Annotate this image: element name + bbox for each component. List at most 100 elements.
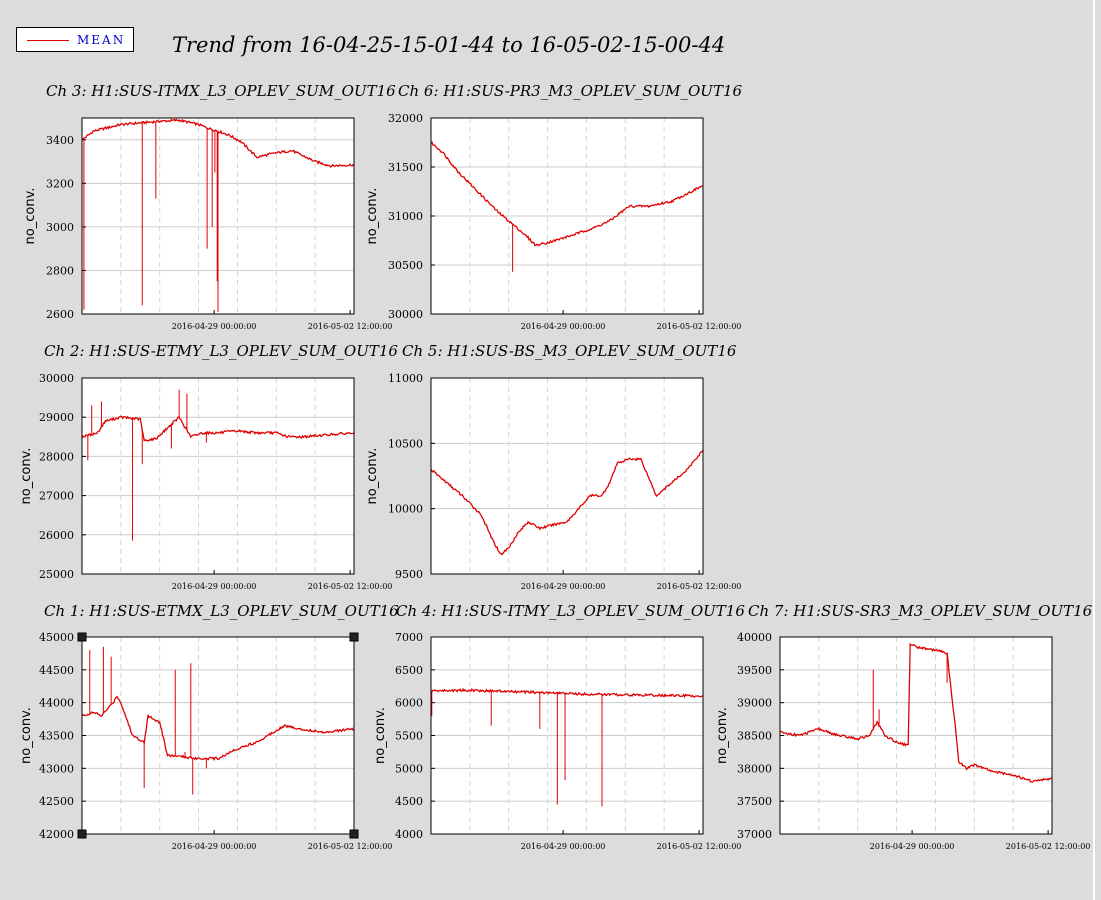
y-tick-label: 27000 xyxy=(39,490,74,503)
y-axis-label: no_conv. xyxy=(23,188,38,245)
y-tick-label: 28000 xyxy=(39,450,74,463)
plot-frame xyxy=(81,117,355,315)
chart-panel-2[interactable]: 30000 30500 31000 31500 32000 2016-04-29 00:0… xyxy=(365,82,742,331)
series-line-mean xyxy=(82,695,354,762)
plot-frame xyxy=(779,636,1053,835)
series-line-mean xyxy=(82,415,354,442)
chart-panel-5[interactable]: 42000 42500 43000 43500 44000 44500 45000 2016-… xyxy=(19,602,399,851)
plot-frame xyxy=(81,636,355,835)
y-tick-label: 30500 xyxy=(388,259,423,272)
y-tick-label: 30000 xyxy=(39,372,74,385)
x-tick-label: 2016-05-02 12:00:00 xyxy=(308,842,393,851)
x-tick-label: 2016-04-29 00:00:00 xyxy=(521,582,606,591)
y-tick-label: 32000 xyxy=(388,112,423,125)
chart-title: Ch 4: H1:SUS-ITMY_L3_OPLEV_SUM_OUT16 xyxy=(396,602,745,620)
y-tick-label: 42000 xyxy=(39,828,74,841)
chart-panel-3[interactable]: 25000 26000 27000 28000 29000 30000 2016-04-29… xyxy=(19,342,398,591)
series-line-mean xyxy=(431,687,703,699)
x-tick-label: 2016-04-29 00:00:00 xyxy=(521,322,606,331)
y-tick-label: 40000 xyxy=(737,631,772,644)
y-axis-label: no_conv. xyxy=(365,188,380,245)
y-tick-label: 37500 xyxy=(737,795,772,808)
y-axis-label: no_conv. xyxy=(715,707,730,764)
x-tick-label: 2016-04-29 00:00:00 xyxy=(521,842,606,851)
series-line-mean xyxy=(431,449,703,556)
y-tick-label: 4000 xyxy=(395,828,423,841)
selection-handle[interactable] xyxy=(349,829,359,839)
selection-handle[interactable] xyxy=(349,632,359,642)
x-tick-label: 2016-04-29 00:00:00 xyxy=(172,322,257,331)
x-tick-label: 2016-04-29 00:00:00 xyxy=(172,582,257,591)
y-tick-label: 6500 xyxy=(395,664,423,677)
plot-frame xyxy=(81,377,355,575)
chart-title: Ch 5: H1:SUS-BS_M3_OPLEV_SUM_OUT16 xyxy=(402,342,737,360)
x-tick-label: 2016-04-29 00:00:00 xyxy=(870,842,955,851)
y-tick-label: 44000 xyxy=(39,697,74,710)
y-tick-label: 10500 xyxy=(388,437,423,450)
chart-title: Ch 2: H1:SUS-ETMY_L3_OPLEV_SUM_OUT16 xyxy=(44,342,398,360)
y-tick-label: 7000 xyxy=(395,631,423,644)
y-tick-label: 45000 xyxy=(39,631,74,644)
x-tick-label: 2016-05-02 12:00:00 xyxy=(308,582,393,591)
y-tick-label: 9500 xyxy=(395,568,423,581)
chart-title: Ch 6: H1:SUS-PR3_M3_OPLEV_SUM_OUT16 xyxy=(398,82,742,100)
y-tick-label: 44500 xyxy=(39,664,74,677)
plot-frame xyxy=(430,636,704,835)
y-tick-label: 5000 xyxy=(395,762,423,775)
legend-label: MEAN xyxy=(77,33,126,47)
y-tick-label: 5500 xyxy=(395,730,423,743)
y-tick-label: 25000 xyxy=(39,568,74,581)
chart-panel-7[interactable]: 37000 37500 38000 38500 39000 39500 40000 2016-… xyxy=(715,602,1093,851)
chart-panel-4[interactable]: 9500 10000 10500 11000 2016-04-29 00:00:00 20… xyxy=(365,342,741,591)
legend: MEAN xyxy=(16,27,134,52)
chart-panel-1[interactable]: 2600 2800 3000 3200 3400 2016-04-29 00:00:00 2… xyxy=(23,82,396,331)
plot-area xyxy=(82,378,354,574)
selection-handle[interactable] xyxy=(77,829,87,839)
y-tick-label: 4500 xyxy=(395,795,423,808)
y-tick-label: 42500 xyxy=(39,795,74,808)
series-line-mean xyxy=(431,141,703,247)
x-tick-label: 2016-05-02 12:00:00 xyxy=(657,322,742,331)
plot-frame xyxy=(430,377,704,575)
y-tick-label: 31000 xyxy=(388,210,423,223)
x-tick-label: 2016-05-02 12:00:00 xyxy=(657,842,742,851)
y-tick-label: 6000 xyxy=(395,697,423,710)
y-tick-label: 11000 xyxy=(388,372,423,385)
y-tick-label: 29000 xyxy=(39,411,74,424)
y-axis-label: no_conv. xyxy=(373,707,388,764)
y-tick-label: 38000 xyxy=(737,762,772,775)
y-tick-label: 43500 xyxy=(39,730,74,743)
chart-title: Ch 1: H1:SUS-ETMX_L3_OPLEV_SUM_OUT16 xyxy=(44,602,399,620)
chart-title: Ch 7: H1:SUS-SR3_M3_OPLEV_SUM_OUT16 xyxy=(748,602,1093,620)
y-tick-label: 10000 xyxy=(388,503,423,516)
y-tick-label: 3000 xyxy=(46,221,74,234)
plot-frame xyxy=(430,117,704,315)
chart-panel-6[interactable]: 4000 4500 5000 5500 6000 6500 7000 2016-04-29 0… xyxy=(373,602,745,851)
window-edge xyxy=(1093,0,1095,900)
y-tick-label: 30000 xyxy=(388,308,423,321)
legend-swatch xyxy=(27,40,69,41)
y-tick-label: 26000 xyxy=(39,529,74,542)
y-tick-label: 37000 xyxy=(737,828,772,841)
y-tick-label: 43000 xyxy=(39,762,74,775)
y-axis-label: no_conv. xyxy=(365,448,380,505)
selection-handle[interactable] xyxy=(77,632,87,642)
y-tick-label: 39500 xyxy=(737,664,772,677)
y-tick-label: 3200 xyxy=(46,177,74,190)
y-tick-label: 38500 xyxy=(737,730,772,743)
y-tick-label: 2800 xyxy=(46,264,74,277)
trend-title: Trend from 16-04-25-15-01-44 to 16-05-02… xyxy=(172,33,726,57)
y-tick-label: 39000 xyxy=(737,697,772,710)
y-axis-label: no_conv. xyxy=(19,707,34,764)
y-tick-label: 2600 xyxy=(46,308,74,321)
x-tick-label: 2016-05-02 12:00:00 xyxy=(657,582,742,591)
x-tick-label: 2016-04-29 00:00:00 xyxy=(172,842,257,851)
y-axis-label: no_conv. xyxy=(19,448,34,505)
x-tick-label: 2016-05-02 12:00:00 xyxy=(308,322,393,331)
plot-area xyxy=(431,378,703,574)
y-tick-label: 3400 xyxy=(46,134,74,147)
chart-title: Ch 3: H1:SUS-ITMX_L3_OPLEV_SUM_OUT16 xyxy=(46,82,396,100)
y-tick-label: 31500 xyxy=(388,161,423,174)
series-line-mean xyxy=(780,642,1052,783)
